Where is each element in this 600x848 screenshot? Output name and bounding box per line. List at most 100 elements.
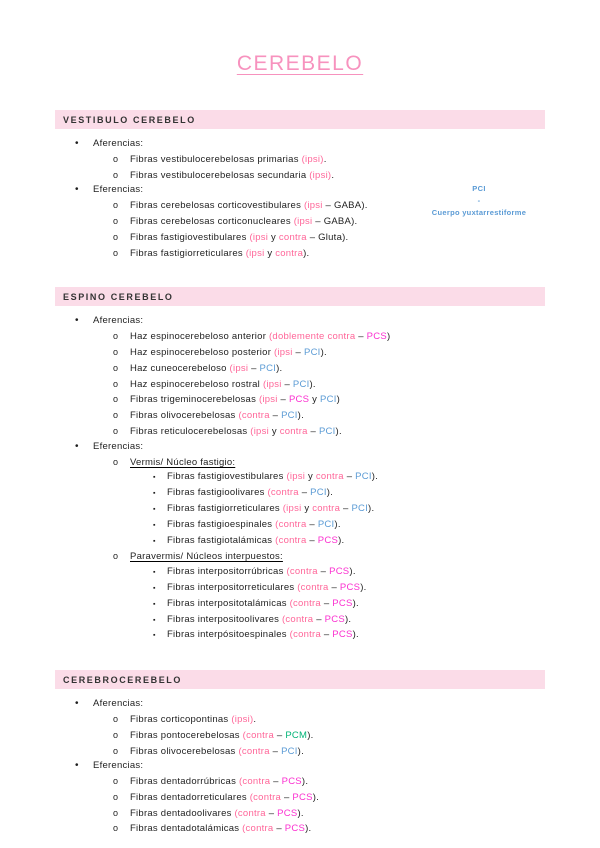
list-item-text: Fibras vestibulocerebelosas primarias (i… xyxy=(130,153,327,165)
list-item: ▪ Fibras interpósitoespinales (contra – P… xyxy=(55,628,545,644)
list-item: o Fibras reticulocerebelosas (ipsi y cont… xyxy=(55,424,545,440)
bullet-icon: ▪ xyxy=(153,505,156,513)
list-item-text: Fibras dentadoolivares (contra – PCS). xyxy=(130,807,304,819)
bullet-icon: ▪ xyxy=(153,537,156,545)
list-item: ▪ Fibras fastigiorreticulares (ipsi y con… xyxy=(55,502,545,518)
side-note-line-3: Cuerpo yuxtarrestiforme xyxy=(431,208,527,217)
list-item: o Haz espinocerebeloso rostral (ipsi – PC… xyxy=(55,377,545,393)
list-item: • Aferencias: xyxy=(55,697,545,712)
page-title: CEREBELO xyxy=(236,52,364,75)
list-item-text: Haz espinocerebeloso posterior (ipsi – P… xyxy=(130,346,327,358)
list-item-text: Fibras fastigioespinales (contra – PCI). xyxy=(167,518,341,530)
list-item-text: Fibras interpositorrúbricas (contra – PC… xyxy=(167,566,356,578)
list-item-text: Fibras fastigiovestibulares (ipsi y cont… xyxy=(167,471,379,483)
list-item: o Fibras olivocerebelosas (contra – PCI). xyxy=(55,408,545,424)
list-item-text: Fibras corticopontinas (ipsi). xyxy=(130,713,257,725)
list-item-text: Fibras interpósitoespinales (contra – PC… xyxy=(167,629,359,641)
list-item-text: Fibras dentadorrúbricas (contra – PCS). xyxy=(130,776,309,788)
bullet-icon: • xyxy=(75,138,79,149)
list-item: o Vermis/ Núcleo fastigio: xyxy=(55,455,545,471)
bullet-icon: o xyxy=(113,729,119,740)
list-item: ▪ Fibras fastigioespinales (contra – PCI)… xyxy=(55,518,545,534)
bullet-icon: ▪ xyxy=(153,632,156,640)
bullet-icon: • xyxy=(75,440,79,452)
section-vestibulo-cerebelo: VESTIBULO CEREBELO • Aferencias: o Fibras ve… xyxy=(55,110,545,261)
list-item-text: Haz espinocerebeloso anterior (doblement… xyxy=(130,331,391,343)
bullet-icon: ▪ xyxy=(153,474,156,482)
list-item-text: Eferencias: xyxy=(93,760,144,772)
list-item-text: Aferencias: xyxy=(93,138,144,149)
bullet-icon: o xyxy=(113,745,119,756)
list-item-text: Fibras interpositotalámicas (contra – PC… xyxy=(167,597,359,609)
list-item: o Fibras dentadoolivares (contra – PCS). xyxy=(55,806,545,822)
list-item: • Aferencias: xyxy=(55,314,545,329)
bullet-icon: ▪ xyxy=(153,569,156,577)
list-item-text: Fibras interpositorreticulares (contra –… xyxy=(167,581,367,593)
bullet-icon: o xyxy=(113,331,119,342)
list-item-text: Fibras fastigiotalámicas (contra – PCS). xyxy=(167,534,345,546)
side-note: PCI - Cuerpo yuxtarrestiforme xyxy=(405,183,553,219)
bullet-icon: ▪ xyxy=(153,616,156,624)
bullet-icon: o xyxy=(113,410,119,421)
section-cerebrocerebelo: CEREBROCEREBELO • Aferencias: o Fibras corti… xyxy=(55,670,545,837)
list-item-text: Haz cuneocerebeloso (ipsi – PCI). xyxy=(130,362,283,374)
list-item: ▪ Fibras interpositoolivares (contra – PC… xyxy=(55,613,545,629)
section-header-vestibulo-cerebelo: VESTIBULO CEREBELO xyxy=(55,110,545,129)
bullet-icon: o xyxy=(113,378,119,389)
bullet-icon: o xyxy=(113,713,119,724)
list-item-text: Fibras interpositoolivares (contra – PCS… xyxy=(167,613,352,625)
list-item-text: Fibras fastigiorreticulares (ipsi y cont… xyxy=(167,502,375,514)
list-item-text: Aferencias: xyxy=(93,698,144,710)
list-item-text: Fibras cerebelosas corticonucleares (ips… xyxy=(130,215,358,227)
list-item: o Fibras cerebelosas corticovestibulares … xyxy=(55,198,545,214)
bullet-icon: o xyxy=(113,231,119,242)
bullet-icon: o xyxy=(113,776,119,787)
list-item-text: Fibras vestibulocerebelosas secundaria (… xyxy=(130,169,335,181)
list-item-text: Fibras fastigiorreticulares (ipsi y cont… xyxy=(130,247,310,259)
list-item: ▪ Fibras fastigioolivares (contra – PCI). xyxy=(55,486,545,502)
list-item: o Haz espinocerebeloso anterior (doblemen… xyxy=(55,329,545,345)
list-item: o Fibras pontocerebelosas (contra – PCM). xyxy=(55,728,545,744)
section-header-cerebrocerebelo: CEREBROCEREBELO xyxy=(55,670,545,690)
list-item: o Fibras cerebelosas corticonucleares (ip… xyxy=(55,214,545,230)
list-item-text: Aferencias: xyxy=(93,315,144,327)
list-item: o Fibras dentadorreticulares (contra – PC… xyxy=(55,790,545,806)
list-item-text: Fibras fastigioolivares (contra – PCI). xyxy=(167,487,334,499)
list-item: • Eferencias: xyxy=(55,183,545,198)
bullet-icon: o xyxy=(113,346,119,357)
bullet-icon: o xyxy=(113,807,119,818)
side-note-line-1: PCI xyxy=(472,184,486,193)
list-item: ▪ Fibras interpositorreticulares (contra … xyxy=(55,581,545,597)
bullet-icon: • xyxy=(75,760,79,772)
bullet-icon: ▪ xyxy=(153,600,156,608)
list-item: o Haz espinocerebeloso posterior (ipsi – … xyxy=(55,345,545,361)
side-note-line-2: - xyxy=(477,196,481,205)
bullet-icon: o xyxy=(113,215,119,226)
list-item-text: Fibras trigeminocerebelosas (ipsi – PCS … xyxy=(130,394,341,406)
list-item: o Fibras dentadotalámicas (contra – PCS). xyxy=(55,821,545,837)
bullet-icon: ▪ xyxy=(153,584,156,592)
bullet-icon: • xyxy=(75,184,79,196)
list-item: o Haz cuneocerebeloso (ipsi – PCI). xyxy=(55,361,545,377)
sections-container: VESTIBULO CEREBELO • Aferencias: o Fibras ve… xyxy=(55,110,545,837)
list-item-text: Haz espinocerebeloso rostral (ipsi – PCI… xyxy=(130,378,316,390)
bullet-icon: o xyxy=(113,362,119,373)
list-item: ▪ Fibras interpositotalámicas (contra – P… xyxy=(55,597,545,613)
list-item-text: Fibras dentadorreticulares (contra – PCS… xyxy=(130,791,319,803)
list-item: o Fibras dentadorrúbricas (contra – PCS). xyxy=(55,774,545,790)
list-item-text: Fibras pontocerebelosas (contra – PCM). xyxy=(130,729,314,741)
bullet-icon: • xyxy=(75,698,79,710)
list-item-text: Eferencias: xyxy=(93,184,144,196)
bullet-icon: o xyxy=(113,394,119,405)
list-item: o Fibras trigeminocerebelosas (ipsi – PCS… xyxy=(55,392,545,408)
bullet-icon: o xyxy=(113,823,119,834)
list-item: • Eferencias: xyxy=(55,440,545,455)
bullet-icon: ▪ xyxy=(153,490,156,498)
bullet-icon: o xyxy=(113,247,119,258)
list-item: ▪ Fibras interpositorrúbricas (contra – P… xyxy=(55,565,545,581)
list-item-text: Fibras cerebelosas corticovestibulares (… xyxy=(130,200,368,212)
bullet-icon: o xyxy=(113,153,119,164)
list-item: o Fibras vestibulocerebelosas primarias (… xyxy=(55,152,545,168)
list-item: • Aferencias: xyxy=(55,137,545,152)
